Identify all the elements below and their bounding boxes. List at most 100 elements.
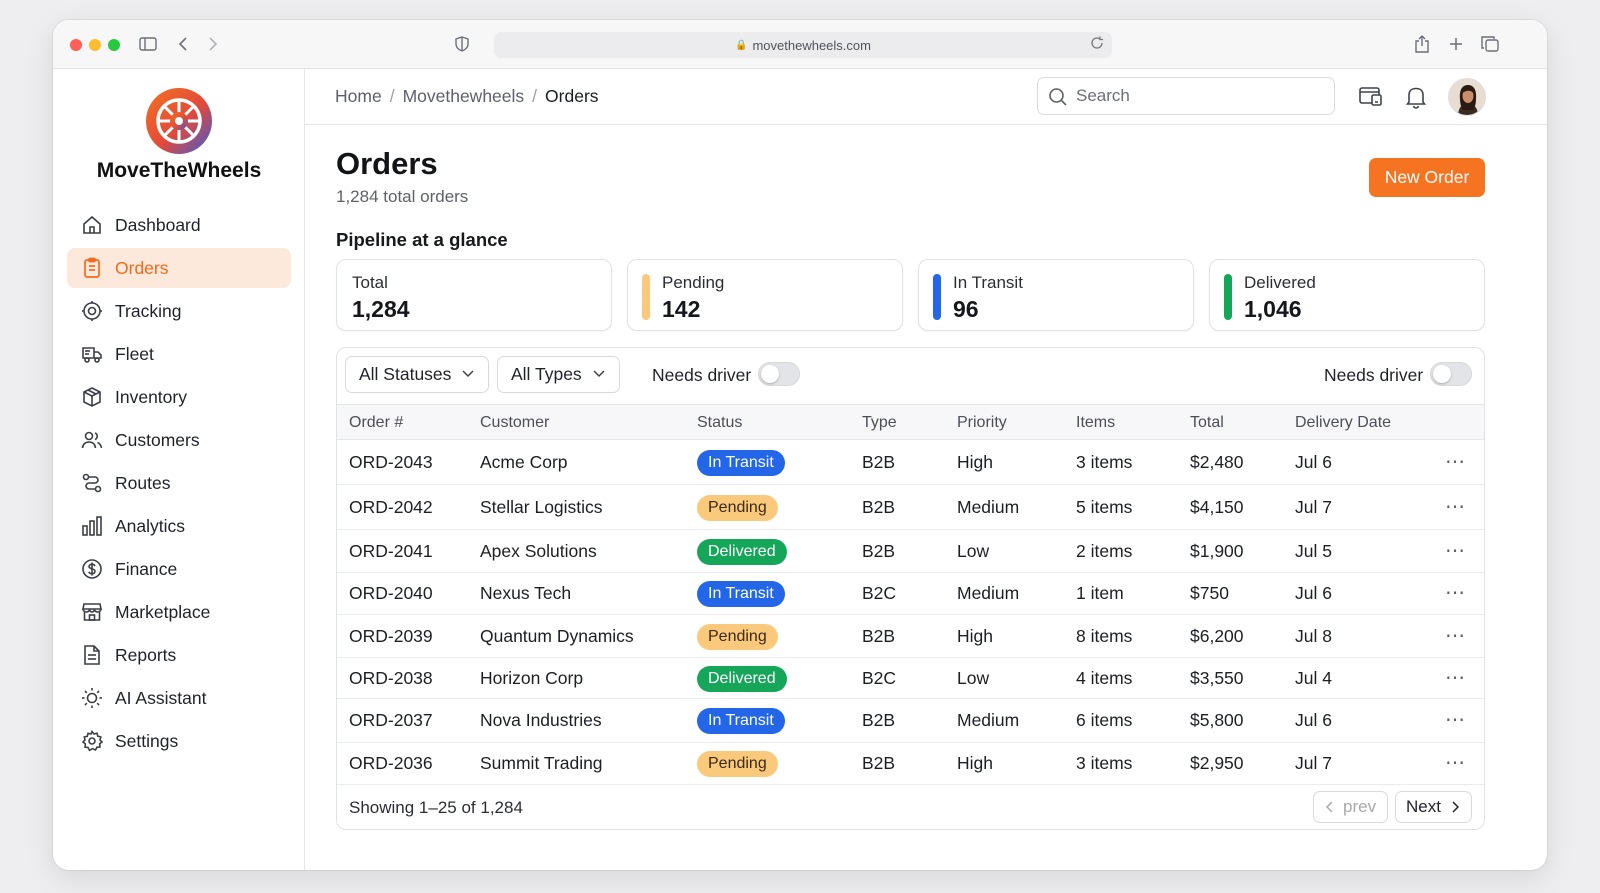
- sidebar-item-settings[interactable]: Settings: [67, 721, 291, 761]
- avatar[interactable]: [1448, 78, 1486, 116]
- status-badge: In Transit: [697, 581, 785, 607]
- sidebar-item-routes[interactable]: Routes: [67, 463, 291, 503]
- prev-page-button[interactable]: prev: [1313, 791, 1388, 823]
- status-filter-select[interactable]: All Statuses: [345, 356, 489, 393]
- sidebar-item-tracking[interactable]: Tracking: [67, 291, 291, 331]
- sidebar-item-reports[interactable]: Reports: [67, 635, 291, 675]
- status-badge: Pending: [697, 751, 778, 777]
- table-row[interactable]: ORD-2036 Summit Trading B2B High 3 items $2,9…: [337, 743, 1484, 785]
- sidebar-item-ai-assistant[interactable]: AI Assistant: [67, 678, 291, 718]
- sidebar-item-orders[interactable]: Orders: [67, 248, 291, 288]
- users-icon: [81, 431, 103, 449]
- page-subtitle: 1,284 total orders: [336, 187, 469, 206]
- orders-table-card: All Statuses All Types Needs driver Need…: [336, 347, 1485, 830]
- sidebar-toggle-icon[interactable]: [137, 33, 159, 55]
- shield-icon[interactable]: [451, 33, 473, 55]
- column-header-type[interactable]: Type: [862, 414, 897, 431]
- back-icon[interactable]: [172, 33, 194, 55]
- column-header-items[interactable]: Items: [1076, 414, 1116, 431]
- type-cell: B2C: [862, 668, 897, 688]
- reload-icon[interactable]: [1090, 36, 1104, 53]
- table-row[interactable]: ORD-2042 Stellar Logistics B2B Medium 5 item…: [337, 485, 1484, 530]
- table-row[interactable]: ORD-2037 Nova Industries B2B Medium 6 items $…: [337, 699, 1484, 743]
- stat-color-bar: [642, 274, 650, 320]
- breadcrumb-home[interactable]: Home: [335, 86, 382, 106]
- column-header-order[interactable]: Order #: [349, 414, 404, 431]
- needs-driver-toggle[interactable]: [758, 362, 800, 386]
- priority-cell: Medium: [957, 710, 1020, 730]
- browser-toolbar: 🔒 movethewheels.com: [53, 20, 1547, 69]
- new-tab-icon[interactable]: [1445, 33, 1467, 55]
- type-filter-select[interactable]: All Types: [497, 356, 620, 393]
- type-cell: B2C: [862, 583, 897, 603]
- type-filter-value: All Types: [511, 364, 582, 384]
- sidebar-item-finance[interactable]: Finance: [67, 549, 291, 589]
- breadcrumb-movethewheels[interactable]: Movethewheels: [402, 86, 525, 106]
- sidebar-item-customers[interactable]: Customers: [67, 420, 291, 460]
- priority-cell: High: [957, 753, 993, 773]
- url-bar[interactable]: 🔒 movethewheels.com: [494, 32, 1112, 58]
- row-menu-icon[interactable]: ⋯: [1445, 752, 1466, 774]
- store-icon: [82, 603, 102, 621]
- search-icon: [1049, 88, 1067, 106]
- next-page-button[interactable]: Next: [1395, 791, 1472, 823]
- sidebar-item-inventory[interactable]: Inventory: [67, 377, 291, 417]
- sidebar-item-dashboard[interactable]: Dashboard: [67, 205, 291, 245]
- sidebar-item-analytics[interactable]: Analytics: [67, 506, 291, 546]
- table-row[interactable]: ORD-2043 Acme Corp B2B High 3 items $2,480 Jul…: [337, 441, 1484, 485]
- sidebar-item-fleet[interactable]: Fleet: [67, 334, 291, 374]
- table-row[interactable]: ORD-2038 Horizon Corp B2C Low 4 items $3,550 J…: [337, 658, 1484, 699]
- row-menu-icon[interactable]: ⋯: [1445, 451, 1466, 473]
- customer-cell: Nexus Tech: [480, 583, 572, 603]
- row-menu-icon[interactable]: ⋯: [1445, 667, 1466, 689]
- share-icon[interactable]: [1411, 33, 1433, 55]
- breadcrumb-current: Orders: [545, 86, 599, 106]
- stat-label: Delivered: [1244, 273, 1316, 292]
- column-header-delivery-date[interactable]: Delivery Date: [1295, 414, 1392, 431]
- total-cell: $6,200: [1190, 626, 1244, 646]
- browser-window: 🔒 movethewheels.com: [53, 20, 1547, 870]
- sidebar-item-label: Customers: [115, 429, 200, 450]
- tabs-overview-icon[interactable]: [1479, 33, 1501, 55]
- maximize-window-button[interactable]: [108, 39, 120, 51]
- table-row[interactable]: ORD-2039 Quantum Dynamics B2B High 8 items $6…: [337, 615, 1484, 658]
- items-cell: 1 item: [1076, 583, 1124, 603]
- column-header-status[interactable]: Status: [697, 414, 743, 431]
- truck-icon: [82, 347, 102, 363]
- delivery-date-cell: Jul 6: [1295, 710, 1332, 730]
- prev-label: prev: [1343, 797, 1377, 816]
- minimize-window-button[interactable]: [89, 39, 101, 51]
- table-row[interactable]: ORD-2040 Nexus Tech B2C Medium 1 item $750 Jul…: [337, 573, 1484, 615]
- brand-name: MoveTheWheels: [96, 159, 262, 182]
- total-cell: $3,550: [1190, 668, 1244, 688]
- forward-icon[interactable]: [202, 33, 224, 55]
- priority-cell: High: [957, 452, 993, 472]
- sidebar-item-marketplace[interactable]: Marketplace: [67, 592, 291, 632]
- brand-logo-icon[interactable]: [145, 87, 213, 155]
- row-menu-icon[interactable]: ⋯: [1445, 582, 1466, 604]
- needs-driver-toggle[interactable]: [1430, 362, 1472, 386]
- sidebar-item-label: Settings: [115, 730, 179, 751]
- column-header-total[interactable]: Total: [1190, 414, 1224, 431]
- row-menu-icon[interactable]: ⋯: [1445, 496, 1466, 518]
- devices-icon[interactable]: [1358, 84, 1384, 110]
- row-menu-icon[interactable]: ⋯: [1445, 625, 1466, 647]
- row-menu-icon[interactable]: ⋯: [1445, 540, 1466, 562]
- order-id-cell: ORD-2043: [349, 452, 433, 472]
- total-cell: $1,900: [1190, 541, 1244, 561]
- type-cell: B2B: [862, 497, 896, 517]
- needs-driver-label: Needs driver: [1324, 365, 1424, 385]
- table-row[interactable]: ORD-2041 Apex Solutions B2B Low 2 items $1,90…: [337, 530, 1484, 573]
- search-input[interactable]: Search: [1037, 77, 1335, 115]
- new-order-button[interactable]: New Order: [1369, 158, 1485, 197]
- bar-chart-icon: [82, 516, 102, 536]
- pagination-summary: Showing 1–25 of 1,284: [349, 798, 523, 817]
- total-cell: $5,800: [1190, 710, 1244, 730]
- column-header-customer[interactable]: Customer: [480, 414, 550, 431]
- sidebar-item-label: Routes: [115, 472, 171, 493]
- column-header-priority[interactable]: Priority: [957, 414, 1007, 431]
- app-header: Home / Movethewheels / Orders Search: [305, 69, 1547, 125]
- close-window-button[interactable]: [70, 39, 82, 51]
- bell-icon[interactable]: [1403, 84, 1429, 110]
- row-menu-icon[interactable]: ⋯: [1445, 709, 1466, 731]
